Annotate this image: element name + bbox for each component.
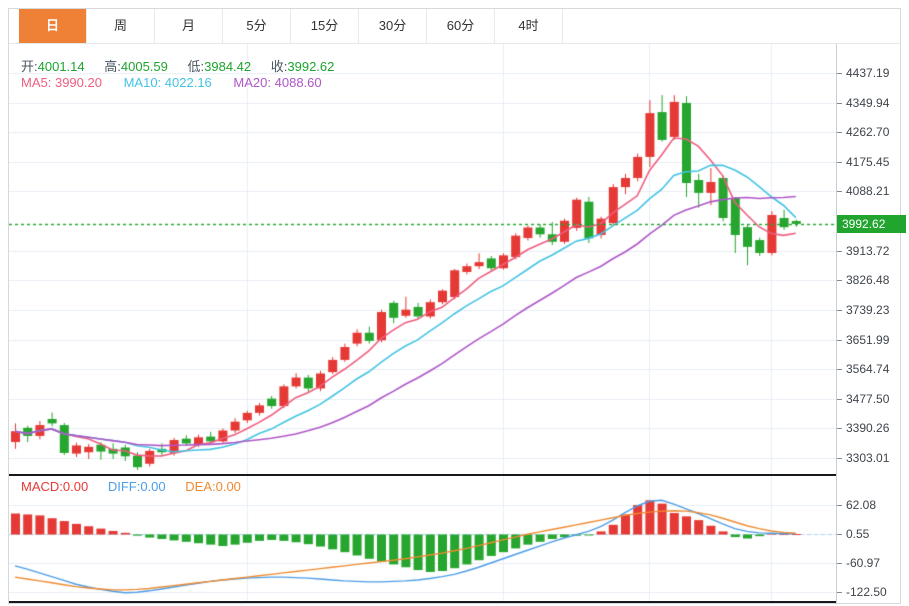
ohlc-readout: 开:4001.14 高:4005.59 低:3984.42 收:3992.62 [21, 56, 350, 75]
macd-chart[interactable] [9, 476, 836, 601]
high-value: 4005.59 [120, 59, 168, 74]
diff-value-readout: DIFF:0.00 [108, 479, 166, 494]
macd-axis-label: -122.50 [837, 584, 887, 600]
price-axis-label: 3564.74 [837, 361, 889, 377]
open-label: 开: [21, 59, 38, 74]
charts-column: 开:4001.14 高:4005.59 低:3984.42 收:3992.62 … [9, 44, 836, 603]
price-axis-label: 4088.21 [837, 183, 889, 199]
close-label: 收: [270, 59, 288, 74]
macd-value: 0.00 [62, 479, 89, 494]
ma10-label: MA10: [123, 75, 162, 90]
tab-5min[interactable]: 5分 [223, 9, 291, 43]
open-readout: 开:4001.14 [21, 59, 85, 74]
ma20-readout: MA20: 4088.60 [233, 75, 321, 90]
price-axis-label: 3477.50 [837, 391, 889, 407]
tab-60min[interactable]: 60分 [427, 9, 495, 43]
ma20-label: MA20: [233, 75, 271, 90]
macd-panel: MACD:0.00 DIFF:0.00 DEA:0.00 [9, 476, 836, 603]
price-axis-label: 4349.94 [837, 95, 889, 111]
price-axis-label: 3913.72 [837, 243, 889, 259]
price-axis: 3992.62 4437.19 4349.94 4262.70 4175.45 4088… [836, 44, 906, 603]
ma20-value: 4088.60 [274, 75, 322, 90]
open-value: 4001.14 [37, 59, 85, 74]
tab-15min[interactable]: 15分 [291, 9, 359, 43]
timeframe-tabbar: 日周月 5分 15分 30分 60分 4时 [9, 9, 900, 44]
price-axis-label: 4175.45 [837, 154, 889, 170]
ma5-label: MA5: [21, 75, 52, 90]
tab-month[interactable]: 月 [155, 9, 223, 43]
tab-week[interactable]: 周 [87, 9, 155, 43]
price-axis-label: 3651.99 [837, 332, 889, 348]
macd-axis-label: 0.55 [837, 526, 869, 542]
macd-axis-label: -60.97 [837, 555, 880, 571]
dea-value-readout: DEA:0.00 [185, 479, 241, 494]
current-price-badge: 3992.62 [837, 214, 906, 233]
low-label: 低: [187, 59, 205, 74]
macd-value-readout: MACD:0.00 [21, 479, 88, 494]
main-chart-panel: 开:4001.14 高:4005.59 低:3984.42 收:3992.62 … [9, 44, 836, 476]
price-axis-label: 3826.48 [837, 272, 889, 288]
price-axis-label: 3390.26 [837, 420, 889, 436]
ma5-readout: MA5: 3990.20 [21, 75, 102, 90]
candlestick-chart[interactable] [9, 44, 836, 474]
close-value: 3992.62 [287, 59, 335, 74]
price-axis-label: 4437.19 [837, 65, 889, 81]
price-axis-label: 3303.01 [837, 450, 889, 466]
low-readout: 低:3984.42 [188, 59, 252, 74]
macd-axis-label: 62.08 [837, 497, 876, 513]
low-value: 3984.42 [204, 59, 252, 74]
dea-value: 0.00 [215, 479, 241, 494]
dea-label: DEA: [185, 479, 216, 494]
ma5-value: 3990.20 [54, 75, 102, 90]
ma-readout: MA5: 3990.20 MA10: 4022.16 MA20: 4088.60 [21, 75, 340, 90]
ma10-readout: MA10: 4022.16 [124, 75, 212, 90]
price-axis-label: 3739.23 [837, 302, 889, 318]
ma10-value: 4022.16 [164, 75, 212, 90]
tab-4hour[interactable]: 4时 [495, 9, 563, 43]
macd-label: MACD: [21, 479, 63, 494]
tab-day[interactable]: 日 [19, 9, 87, 43]
diff-value: 0.00 [140, 479, 166, 494]
close-readout: 收:3992.62 [271, 59, 335, 74]
chart-content: 开:4001.14 高:4005.59 低:3984.42 收: 3992.62 … [9, 44, 906, 603]
tab-30min[interactable]: 30分 [359, 9, 427, 43]
high-label: 高: [104, 59, 121, 74]
high-readout: 高:4005.59 [104, 59, 168, 74]
kline-chart-window: 日周月 5分 15分 30分 60分 4时 开:4001.14 高:4005.59 低:3… [8, 8, 906, 604]
diff-label: DIFF: [107, 479, 141, 494]
price-axis-label: 4262.70 [837, 124, 889, 140]
macd-readout: MACD:0.00 DIFF:0.00 DEA:0.00 [21, 479, 257, 494]
